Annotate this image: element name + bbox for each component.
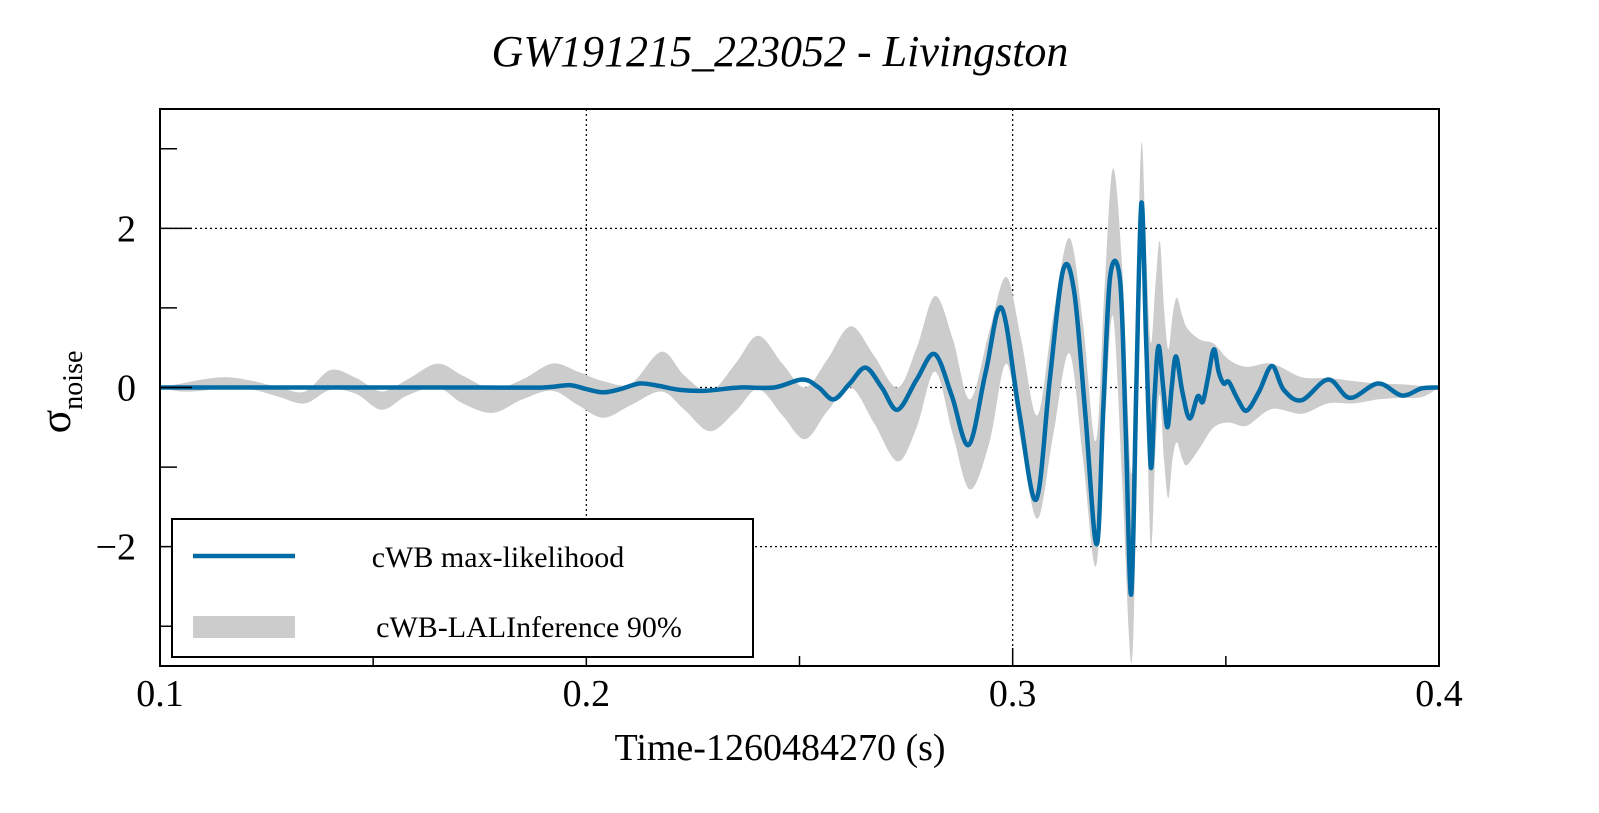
legend: cWB max-likelihood cWB-LALInference 90% — [171, 518, 754, 658]
x-tick-label: 0.4 — [1415, 673, 1463, 715]
chart-title: GW191215_223052 - Livingston — [492, 27, 1069, 76]
y-tick-label: 2 — [117, 208, 136, 250]
y-tick-label: −2 — [96, 527, 136, 569]
y-axis-label-main: σ — [31, 409, 80, 433]
y-tick-label: 0 — [117, 368, 136, 410]
legend-swatch-band — [193, 616, 295, 638]
x-tick-label: 0.2 — [563, 673, 611, 715]
legend-label-band: cWB-LALInference 90% — [376, 611, 682, 644]
x-axis-label: Time-1260484270 (s) — [614, 727, 945, 769]
y-axis-label: σnoise — [31, 351, 89, 434]
line-cwb-max-likelihood — [160, 200, 1440, 597]
y-axis-label-sub: noise — [58, 351, 89, 410]
tick-labels: 0.1 0.2 0.3 0.4 −2 0 2 — [96, 208, 1463, 715]
svg-text:σnoise: σnoise — [31, 351, 89, 434]
x-tick-label: 0.3 — [989, 673, 1037, 715]
x-tick-label: 0.1 — [136, 673, 184, 715]
legend-label-ml: cWB max-likelihood — [372, 541, 624, 574]
